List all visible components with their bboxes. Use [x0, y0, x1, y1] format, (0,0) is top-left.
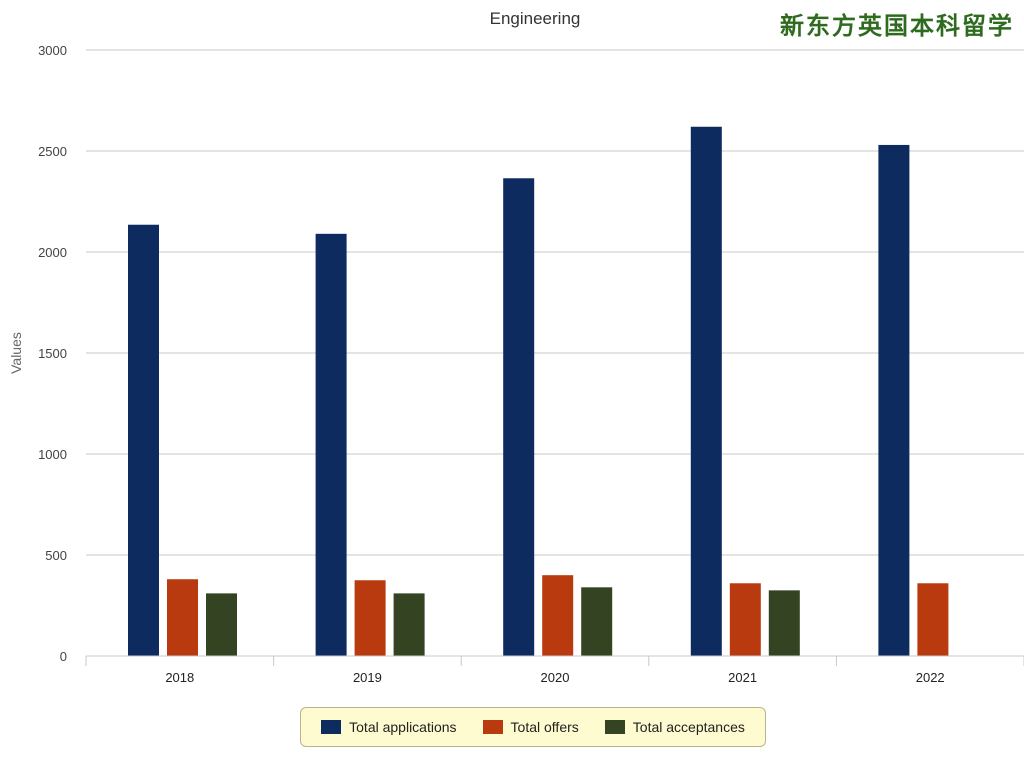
legend-item-total-applications[interactable]: Total applications: [321, 719, 457, 735]
bar-total-applications-2022[interactable]: [878, 144, 910, 656]
bar-total-offers-2018[interactable]: [167, 579, 198, 656]
bar-total-acceptances-2019[interactable]: [393, 593, 425, 656]
bar-total-acceptances-2020[interactable]: [581, 587, 613, 656]
legend: Total applications Total offers Total ac…: [300, 707, 766, 747]
legend-label-total-offers: Total offers: [510, 719, 579, 735]
legend-swatch-total-acceptances: [604, 720, 625, 734]
legend-item-total-offers[interactable]: Total offers: [482, 719, 579, 735]
x-axis: 2018 2019 2020 2021 2022: [85, 655, 1024, 685]
y-tick-label: 2000: [38, 245, 67, 260]
bars: [128, 126, 949, 657]
bar-total-applications-2018[interactable]: [128, 224, 159, 657]
x-tick-label: 2019: [353, 670, 382, 685]
y-tick-label: 0: [60, 649, 67, 664]
x-tick-label: 2022: [916, 670, 945, 685]
x-tick-label: 2021: [728, 670, 757, 685]
bar-total-applications-2021[interactable]: [690, 126, 722, 656]
bar-total-offers-2021[interactable]: [729, 583, 761, 656]
bar-total-acceptances-2021[interactable]: [768, 590, 800, 656]
bar-total-applications-2020[interactable]: [503, 178, 535, 656]
y-tick-label: 3000: [38, 43, 67, 58]
chart-title: Engineering: [490, 9, 581, 28]
watermark-logo: 新东方英国本科留学: [780, 11, 1014, 40]
y-tick-label: 1500: [38, 346, 67, 361]
legend-swatch-total-offers: [482, 720, 503, 734]
legend-item-total-acceptances[interactable]: Total acceptances: [604, 719, 745, 735]
legend-label-total-applications: Total applications: [349, 719, 457, 735]
legend-label-total-acceptances: Total acceptances: [632, 719, 745, 735]
bar-total-applications-2019[interactable]: [315, 233, 347, 656]
y-axis-ticks: 0 500 1000 1500 2000 2500 3000: [38, 43, 67, 664]
legend-swatch-total-applications: [321, 720, 342, 734]
bar-total-offers-2020[interactable]: [542, 575, 574, 656]
y-tick-label: 1000: [38, 447, 67, 462]
x-tick-label: 2018: [165, 670, 194, 685]
bar-total-acceptances-2018[interactable]: [206, 593, 237, 656]
gridlines: [86, 49, 1024, 556]
y-axis-label: Values: [8, 332, 24, 374]
y-tick-label: 2500: [38, 144, 67, 159]
bar-total-offers-2022[interactable]: [917, 583, 949, 656]
y-tick-label: 500: [45, 548, 67, 563]
bar-total-offers-2019[interactable]: [354, 580, 386, 656]
x-tick-label: 2020: [541, 670, 570, 685]
